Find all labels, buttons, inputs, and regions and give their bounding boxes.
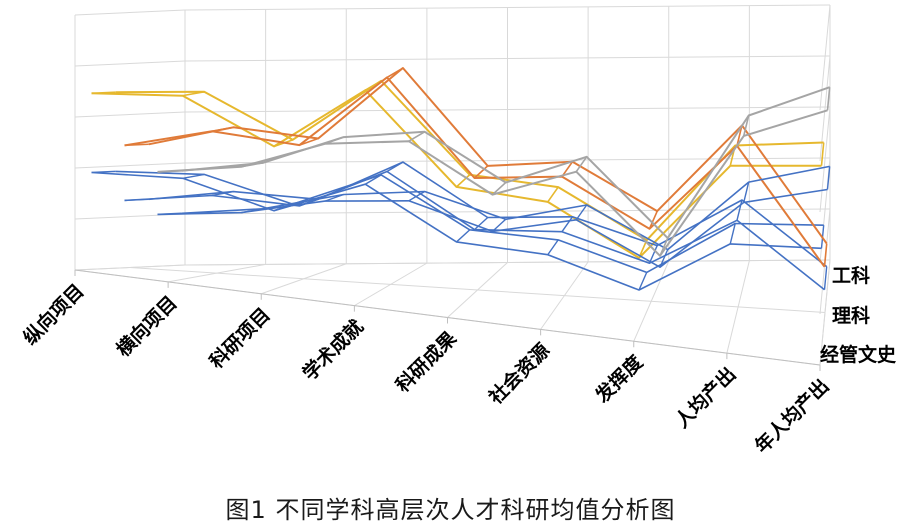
- gridline-right-3: [819, 106, 831, 213]
- depth-label-1: 理科: [832, 304, 870, 327]
- series-humanities-rung-lower-6: [659, 249, 669, 268]
- series-science-point-1: [211, 126, 234, 132]
- gridline-right-5: [819, 4, 831, 111]
- gridline-floor-depth-1: [129, 267, 826, 313]
- series-engineering-point-3: [364, 80, 382, 91]
- series-science-point-2: [299, 137, 319, 146]
- x-tick-label-5: 社会资源: [483, 339, 554, 410]
- series-humanities-point-2: [324, 136, 344, 145]
- series-humanities-rung-lower-4: [492, 218, 507, 232]
- gridline-left-2: [74, 162, 186, 169]
- series-engineering-point-4: [455, 174, 471, 188]
- series-humanities-point-0: [157, 170, 182, 173]
- chart-grid: [74, 4, 831, 371]
- series-engineering-rung-lower-4: [456, 229, 471, 243]
- series-science-point-3: [386, 67, 404, 79]
- series-humanities-rung-lower-1: [241, 208, 263, 214]
- series-engineering-front-edge: [91, 89, 822, 259]
- series-humanities-rung-lower-3: [408, 190, 426, 202]
- series-engineering-rung-lower-3: [364, 174, 382, 185]
- gridline-left-5: [74, 9, 186, 16]
- chart-series: [91, 67, 831, 291]
- series-engineering-back-lower: [115, 170, 824, 274]
- series-science-rung-lower-6: [648, 245, 658, 264]
- series-humanities-rung-lower-0: [157, 212, 182, 216]
- series-engineering-point-5: [547, 186, 559, 203]
- series-science-rung-lower-4: [474, 217, 489, 231]
- series-engineering-point-1: [182, 91, 205, 97]
- series-science-rung-lower-0: [124, 198, 149, 202]
- series-engineering-rung-lower-5: [547, 239, 559, 256]
- series-humanities-rung-lower-5: [575, 204, 588, 221]
- gridline-left-4: [74, 60, 186, 67]
- x-tick-label-0: 纵向项目: [19, 279, 89, 349]
- x-tick-label-3: 学术成就: [298, 315, 368, 385]
- series-science-rung-lower-8: [823, 266, 828, 290]
- series-humanities-point-5: [575, 156, 588, 173]
- gridline-floor-depth-2: [184, 259, 831, 266]
- series-engineering-rung-lower-6: [638, 272, 648, 291]
- series-humanities-point-7: [742, 115, 750, 137]
- series-humanities-rung-lower-2: [324, 193, 344, 202]
- series-science-point-7: [736, 125, 743, 146]
- series-science-rung-lower-1: [211, 190, 234, 197]
- series-engineering-rung-lower-7: [729, 223, 736, 245]
- series-humanities-rung-lower-8: [826, 166, 831, 190]
- x-tick-label-1: 横向项目: [112, 291, 182, 361]
- series-engineering-point-8: [820, 142, 825, 166]
- series-science-point-6: [648, 210, 658, 230]
- series-science-point-4: [473, 165, 489, 179]
- series-science-rung-lower-7: [736, 199, 743, 221]
- x-tick-label-6: 发挥度: [590, 350, 648, 408]
- x-tick-label-8: 年人均产出: [750, 374, 833, 457]
- depth-label-0: 工科: [832, 264, 870, 287]
- series-humanities-point-3: [408, 131, 426, 142]
- series-science-point-8: [823, 243, 828, 267]
- series-science-rung-lower-3: [386, 161, 404, 173]
- figure-caption: 图1 不同学科高层次人才科研均值分析图: [225, 496, 676, 524]
- series-engineering-point-6: [638, 239, 648, 259]
- gridline-left-3: [74, 111, 186, 118]
- series-humanities-point-8: [826, 87, 831, 111]
- series-humanities-front-lower: [157, 188, 828, 269]
- series-engineering-point-0: [91, 91, 116, 95]
- series-humanities-point-4: [491, 181, 507, 196]
- x-tick-label-7: 人均产出: [670, 362, 740, 432]
- series-science-back-lower: [148, 161, 828, 268]
- chart-x-tick-labels: 纵向项目 横向项目 科研项目 学术成就 科研成果 社会资源 发挥度 人均产出 年人均产出: [19, 279, 834, 457]
- depth-label-2: 经管文史: [820, 343, 897, 366]
- series-humanities-point-1: [241, 162, 263, 168]
- series-humanities-point-6: [659, 237, 669, 257]
- series-engineering-rung-lower-0: [91, 170, 116, 174]
- series-humanities-front-edge: [157, 109, 828, 257]
- series-humanities-rung-lower-7: [743, 181, 750, 203]
- series-science-point-0: [124, 143, 149, 147]
- x-tick-label-4: 科研成果: [391, 327, 461, 397]
- gridline-right-4: [819, 55, 831, 162]
- series-science-rung-lower-5: [561, 216, 574, 233]
- series-engineering-rung-lower-1: [182, 173, 205, 179]
- x-tick-label-2: 科研项目: [205, 303, 275, 373]
